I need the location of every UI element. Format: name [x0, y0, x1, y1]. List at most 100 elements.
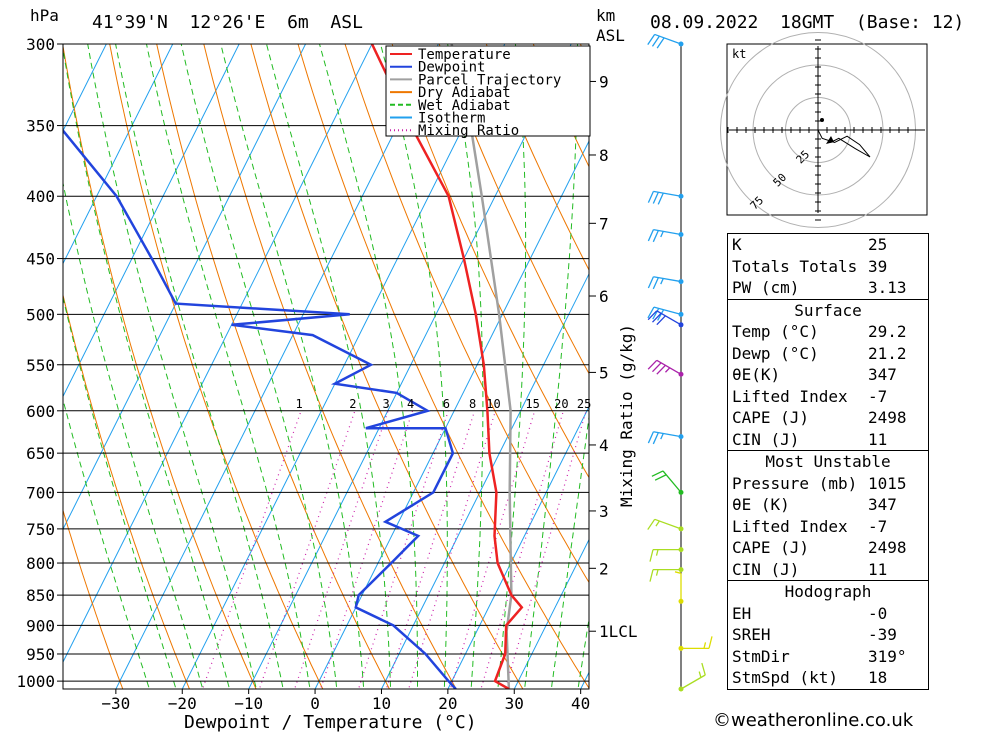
wet-adiabat-line [63, 295, 177, 689]
wind-barb-half-feather [703, 642, 707, 649]
isotherm-line [513, 538, 589, 689]
isotherm-line [63, 44, 307, 531]
sounding-indices-panel: K 25 Totals Totals 39 PW (cm) 3.13 Surface … [727, 233, 929, 690]
wet-adiabat-line [63, 180, 204, 689]
temperature-tick-label: 10 [372, 694, 391, 713]
wind-barb-feather [647, 306, 655, 319]
indices-section: K 25 Totals Totals 39 PW (cm) 3.13 [728, 234, 928, 299]
background-lines [0, 0, 589, 697]
temperature-tick-label: −30 [101, 694, 130, 713]
credit-link[interactable]: ©weatheronline.co.uk [713, 710, 914, 731]
k-index-row: K 25 [728, 234, 928, 256]
wind-barb-feather [647, 359, 658, 370]
wind-barb-feather [647, 229, 655, 242]
wind-barb-feather [651, 470, 664, 477]
pressure-tick-label: 850 [26, 586, 55, 605]
temperature-tick-label: 40 [571, 694, 590, 713]
isotherm-line [380, 272, 589, 689]
wind-barb-feather [647, 518, 656, 530]
stmdir-row: StmDir 319° [732, 646, 907, 666]
wind-barb-half-feather [660, 231, 664, 238]
wind-barb-half-feather [655, 549, 659, 556]
wet-adiabat-line [63, 397, 150, 689]
pressure-tick-label: 1000 [16, 672, 55, 691]
pressure-axis: 300 350 400 450 500 550 600 650 700 750 800 850 900 9… [16, 35, 55, 691]
legend-label: Wet Adiabat [418, 98, 511, 114]
pressure-tick-label: 800 [26, 554, 55, 573]
legend-label: Mixing Ratio [418, 123, 519, 139]
surface-cape-row: CAPE (J) 2498 [732, 408, 907, 427]
height-axis: 1LCL 2 3 4 5 6 7 8 9 [589, 72, 638, 641]
mixing-ratio-label: 8 [469, 397, 476, 411]
mixing-ratio-label: 20 [554, 397, 568, 411]
mu-cin-row: CIN (J) 11 [732, 559, 888, 579]
isotherm-line [447, 405, 589, 689]
height-tick-label: 6 [599, 287, 609, 306]
wind-barb-feather [656, 37, 665, 49]
dry-adiabat-line [250, 44, 524, 689]
hodograph-trace [817, 129, 871, 158]
k-index-value: 25 [868, 235, 888, 254]
wind-barb-staff [654, 33, 682, 45]
mixing-ratio-line [201, 410, 302, 689]
pressure-tick-label: 300 [26, 35, 55, 54]
wind-barb-feather [649, 569, 654, 582]
wet-adiabat-line [63, 46, 231, 689]
wind-barb-staff [656, 359, 682, 375]
sreh-row: SREH -39 [732, 625, 897, 644]
hodograph-title: Hodograph [784, 582, 872, 601]
km-label: km [596, 6, 615, 25]
pressure-tick-label: 450 [26, 250, 55, 269]
hodograph-arrow [826, 136, 834, 144]
dewpoint-line [63, 128, 457, 689]
wind-barb-staff [654, 518, 682, 530]
wind-barb-feather [652, 432, 659, 445]
surface-dewp-row: Dewp (°C) 21.2 [732, 343, 907, 363]
dry-adiabat-line [203, 44, 457, 689]
pressure-tick-label: 700 [26, 483, 55, 502]
parcel-trajectory-line [450, 44, 513, 689]
mixing-ratio-label: 4 [407, 397, 414, 411]
wind-barb-feather [651, 35, 660, 47]
mixing-ratio-label: 25 [577, 397, 591, 411]
temperature-axis: −30 −20 −10 0 10 20 30 40 [101, 689, 590, 713]
wet-adiabat-line [318, 44, 418, 689]
height-tick-label: 9 [599, 72, 609, 91]
asl-label: ASL [596, 26, 625, 45]
legend-label: Dewpoint [418, 60, 485, 76]
wind-barb-feather [657, 309, 665, 321]
wind-barb-feather [647, 310, 658, 321]
mixing-ratio-labels: 1 2 3 4 6 8 10 15 20 25 [295, 397, 591, 411]
height-tick-label: 5 [599, 363, 609, 382]
temperature-tick-label: 0 [310, 694, 320, 713]
hodograph-section: Hodograph EH -0 SREH -39 StmDir 319° StmSpd… [728, 580, 928, 689]
mixing-ratio-line [293, 410, 389, 689]
pressure-tick-label: 400 [26, 187, 55, 206]
pw-row: PW (cm) 3.13 [728, 277, 928, 299]
wind-barb-feather [652, 362, 662, 373]
hpa-label: hPa [30, 6, 59, 25]
wet-adiabat-line [447, 44, 484, 689]
totals-value: 39 [868, 256, 888, 276]
dry-adiabat-line [63, 508, 124, 689]
legend-label: Parcel Trajectory [418, 72, 561, 88]
wind-barb-feather [647, 431, 655, 444]
wind-barb-half-feather [664, 367, 671, 373]
wind-barb-feather [657, 192, 664, 205]
legend-box [385, 45, 591, 137]
mixing-ratio-label: 3 [383, 397, 390, 411]
isotherm-line [0, 0, 11, 697]
mixing-ratio-label: 6 [443, 397, 450, 411]
wind-profile [647, 33, 713, 692]
legend-label: Temperature [418, 47, 511, 63]
surface-cin-row: CIN (J) 11 [732, 429, 888, 449]
wet-adiabat-line [220, 44, 365, 689]
wet-adiabat-line [497, 44, 527, 689]
wind-barb-feather [656, 315, 666, 326]
wind-barb-feather [652, 308, 660, 320]
mu-pressure-row: Pressure (mb) 1015 [732, 473, 907, 493]
isotherm-line [63, 44, 107, 132]
plot-frame [62, 43, 590, 690]
